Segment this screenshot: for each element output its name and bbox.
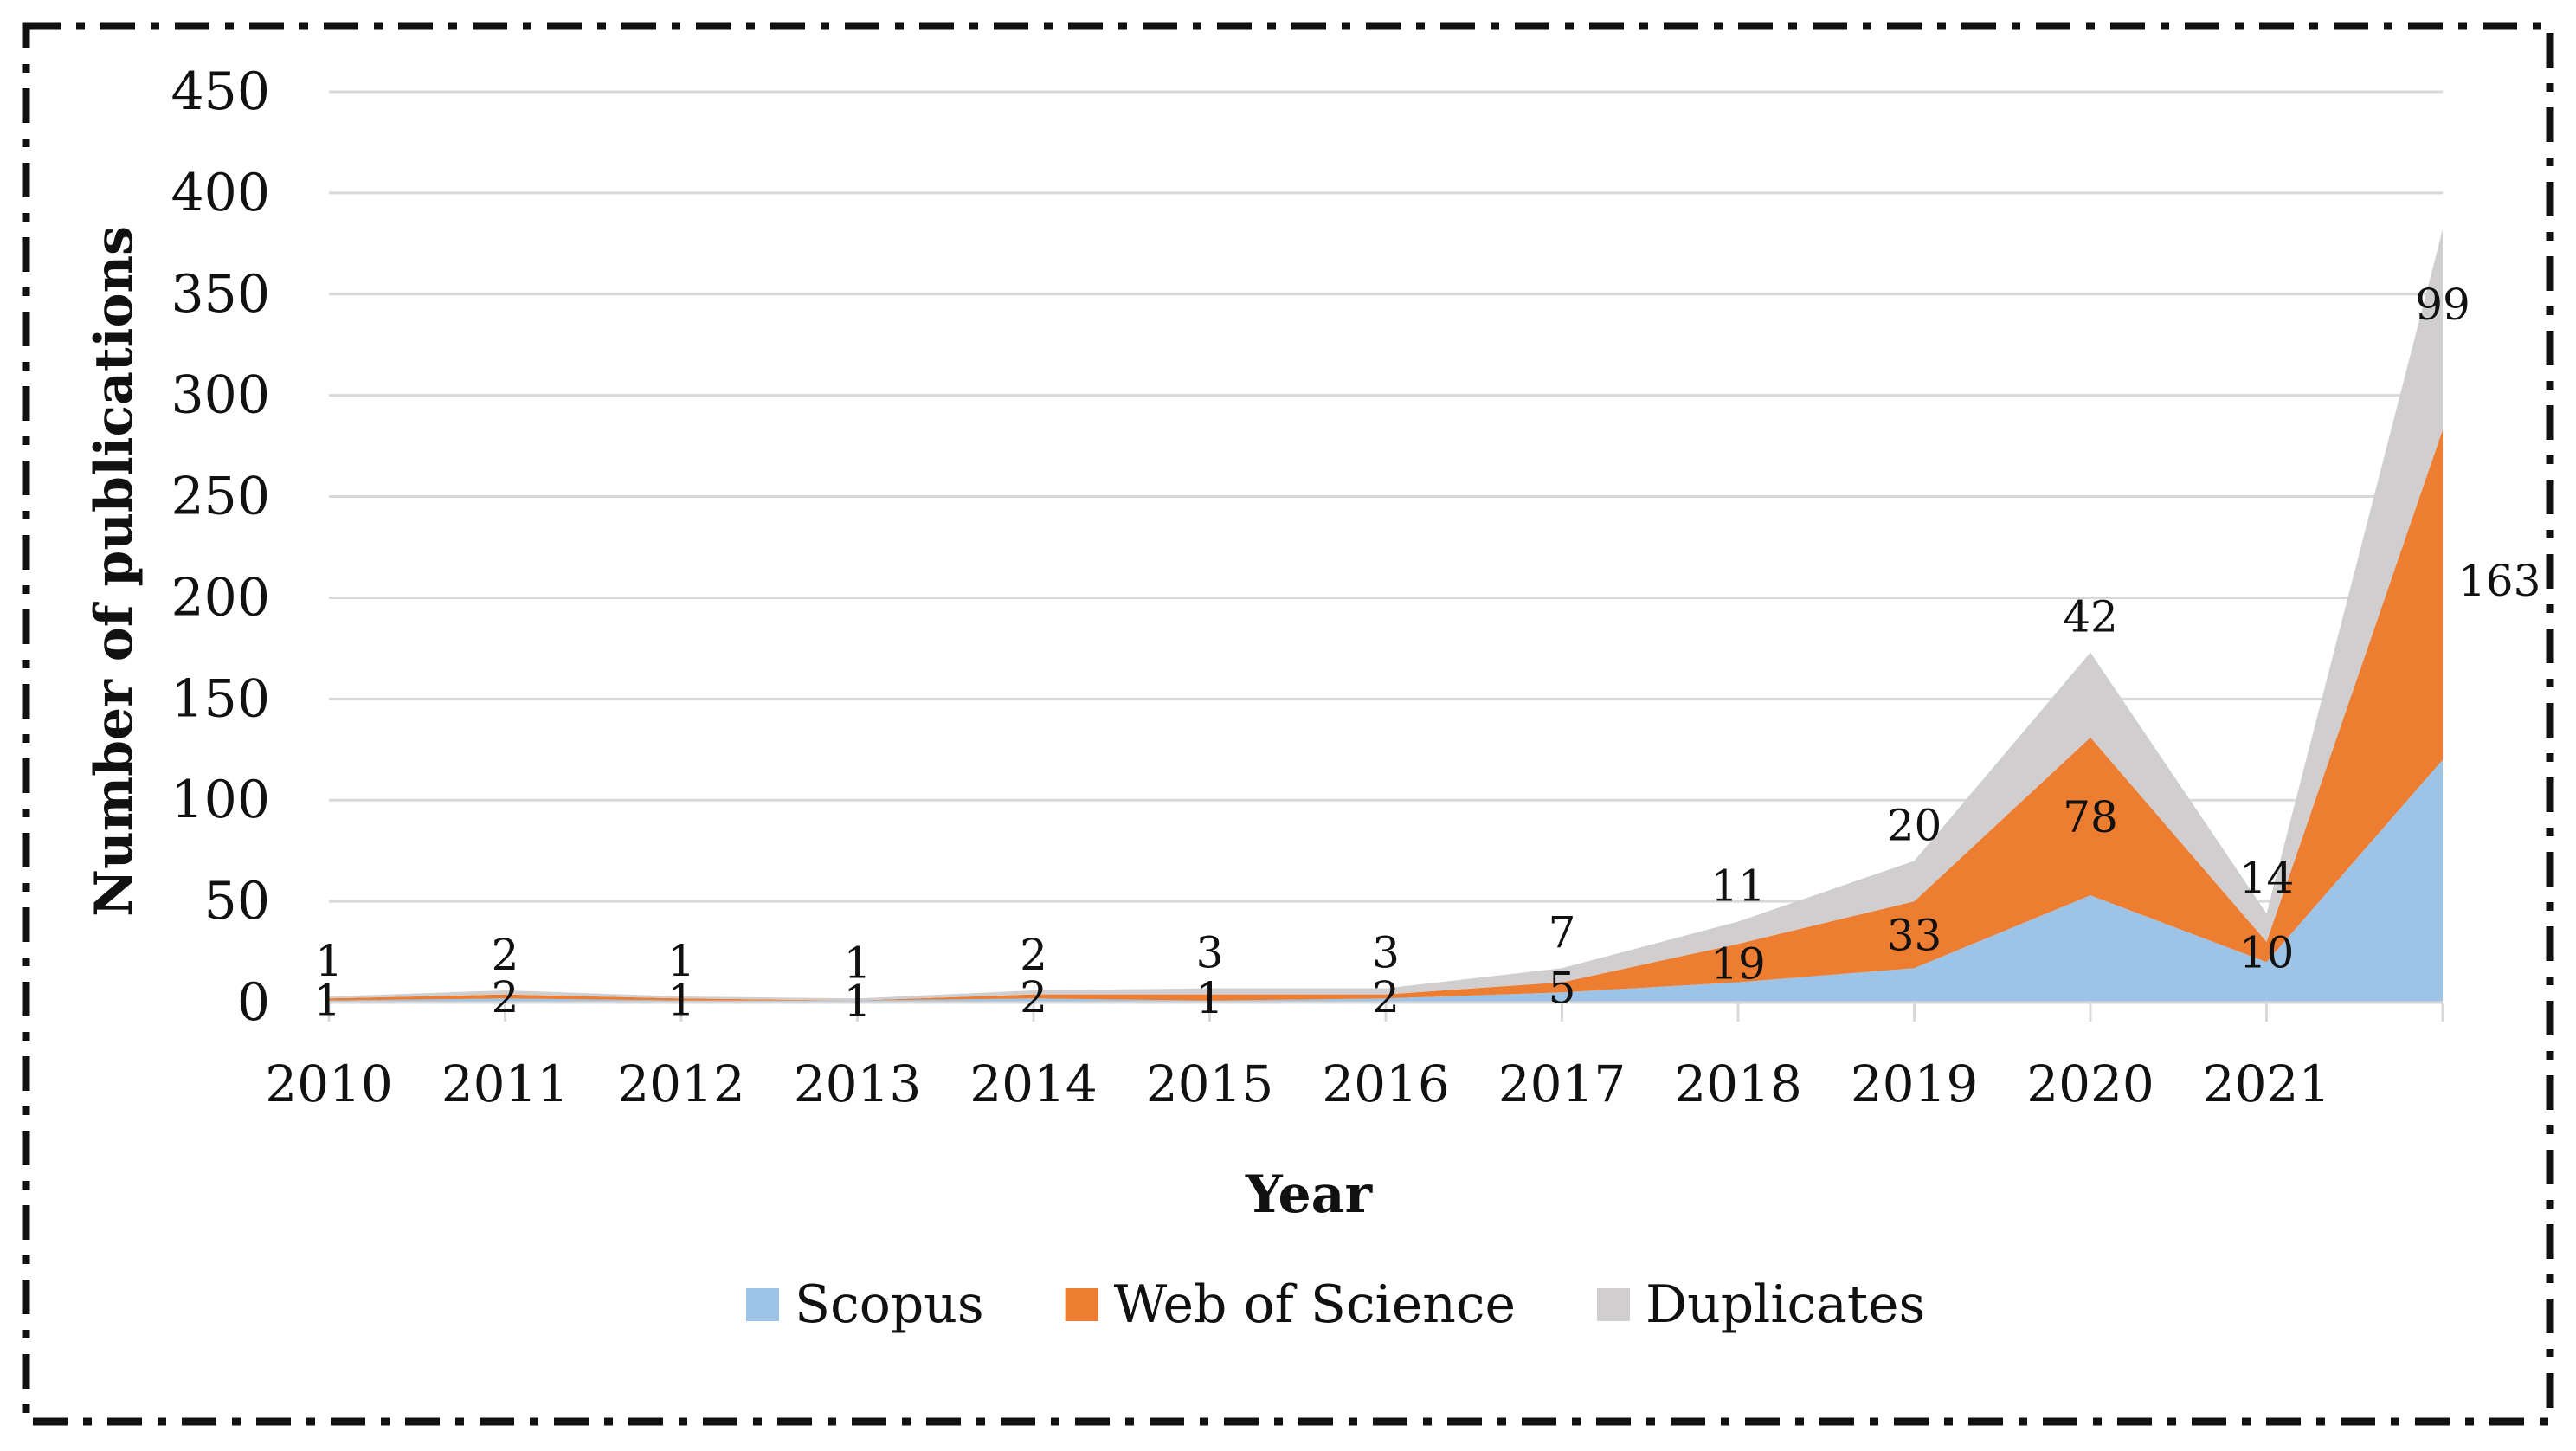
y-tick-label: 50 (204, 871, 270, 932)
x-tick-label: 2016 (1322, 1054, 1450, 1113)
x-axis-title: Year (1245, 1164, 1374, 1225)
legend-label-duplicates: Duplicates (1645, 1274, 1925, 1335)
data-label: 33 (1887, 911, 1942, 961)
x-tick-label: 2018 (1674, 1054, 1802, 1113)
plot-areas (329, 229, 2443, 1003)
data-label: 2 (492, 972, 519, 1022)
data-label: 3 (1196, 928, 1224, 978)
data-label: 163 (2458, 556, 2541, 606)
data-label: 7 (1549, 907, 1576, 958)
data-label: 19 (1710, 938, 1766, 989)
x-tick-label: 2014 (969, 1054, 1098, 1113)
x-tick-label: 2010 (265, 1054, 393, 1113)
legend-swatch-duplicates (1597, 1288, 1630, 1321)
data-label: 2 (1020, 930, 1047, 980)
data-label: 99 (2415, 280, 2470, 330)
axes: 2010 2011 2012 2013 2014 2015 2016 2017 2018 2019… (265, 1001, 2444, 1113)
x-tick-label: 2017 (1498, 1054, 1626, 1113)
data-label: 1 (315, 936, 343, 986)
data-label: 2 (1372, 972, 1400, 1022)
x-tick-label: 2019 (1851, 1054, 1979, 1113)
legend-label-scopus: Scopus (795, 1274, 984, 1335)
legend-label-web-of-science: Web of Science (1114, 1274, 1516, 1335)
data-label: 1 (667, 975, 695, 1025)
data-label: 2 (1020, 972, 1047, 1022)
data-label: 2 (492, 930, 519, 980)
y-tick-label: 250 (171, 467, 270, 527)
data-label: 1 (313, 975, 341, 1025)
x-tick-label: 2011 (441, 1054, 570, 1113)
data-label: 14 (2239, 853, 2295, 903)
data-label: 1 (667, 936, 695, 986)
data-label: 20 (1887, 800, 1942, 850)
data-label: 11 (1710, 861, 1766, 911)
y-tick-label: 0 (237, 972, 270, 1033)
chart-frame (22, 22, 2554, 1426)
data-label: 78 (2063, 792, 2118, 842)
data-label: 42 (2063, 592, 2118, 642)
data-label: 1 (1196, 973, 1224, 1023)
data-label: 5 (1549, 963, 1576, 1013)
y-tick-label: 100 (171, 770, 270, 830)
data-label: 3 (1372, 928, 1400, 978)
y-tick-label: 150 (171, 668, 270, 729)
x-tick-label: 2013 (794, 1054, 922, 1113)
x-tick-label: 2020 (2026, 1054, 2154, 1113)
legend-swatch-scopus (746, 1288, 779, 1321)
y-tick-label: 300 (171, 365, 270, 426)
y-tick-label: 200 (171, 567, 270, 628)
y-tick-label: 400 (171, 163, 270, 223)
web-of-science-area (329, 429, 2443, 1001)
legend-swatch-web-of-science (1065, 1288, 1098, 1321)
y-tick-label: 450 (171, 61, 270, 122)
y-axis-title: Number of publications (84, 226, 145, 917)
data-label: 10 (2239, 928, 2295, 978)
x-tick-label: 2015 (1146, 1054, 1274, 1113)
data-label: 1 (844, 938, 872, 988)
x-tick-label: 2012 (617, 1054, 745, 1113)
scopus-area (329, 759, 2443, 1003)
data-label: 1 (844, 977, 872, 1027)
x-tick-label: 2021 (2203, 1054, 2331, 1113)
y-tick-label: 350 (171, 264, 270, 325)
legend: Scopus Web of Science Duplicates (746, 1274, 1925, 1335)
